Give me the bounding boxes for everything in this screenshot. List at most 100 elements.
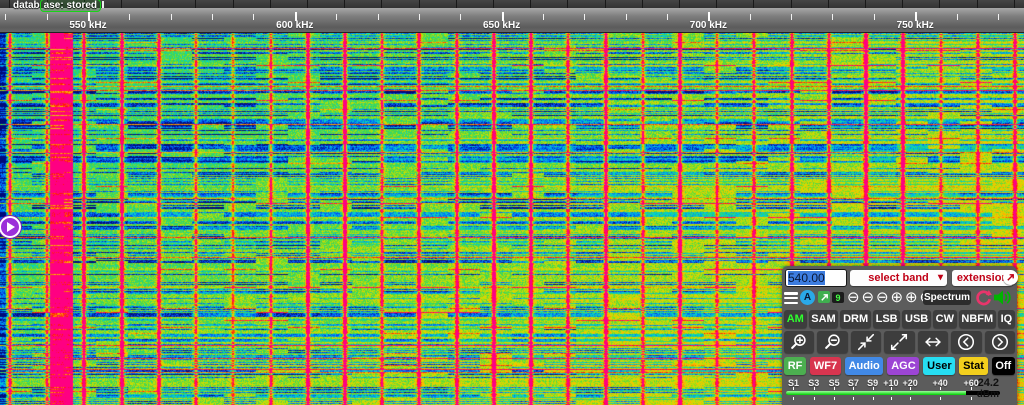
label-slot-divider [418,0,420,8]
database-status-label[interactable]: datab ase: stored [13,0,105,12]
s-meter-tick [834,397,836,400]
scale-minor-tick [253,14,255,20]
refresh-button[interactable] [975,289,992,311]
frequency-input[interactable]: 540.00 [785,269,847,287]
scale-frequency-label: 750 kHz [896,20,934,31]
s-meter-tick [910,397,912,400]
label-slot-divider [790,0,792,8]
scale-major-tick [915,12,918,21]
s-meter-tick [853,387,855,390]
zoom-to-band-button[interactable] [850,331,882,353]
s-meter-tick [971,387,973,390]
panel-row-smeter: -24.2 dBm S1 S3 S5 S7 S9 +10 +20 +40 +60 [782,377,1017,405]
tab-audio[interactable]: Audio [844,357,884,375]
s-meter-bar [786,391,966,395]
label-slot-divider [83,0,85,8]
label-slot-divider [679,0,680,8]
s-meter-tick [940,387,942,390]
arrow-up-right-icon [820,293,828,301]
mode-button-drm[interactable]: DRM [840,310,871,328]
menu-icon[interactable] [784,292,798,304]
panel-row-zoom [782,331,1017,353]
tab-wf7[interactable]: WF7 [810,357,841,375]
extension-select[interactable]: extension [952,270,1013,286]
spectrum-button[interactable]: Spectrum [923,290,971,305]
widen-passband-button[interactable] [917,331,949,353]
chevron-down-icon: ▾ [937,272,943,283]
tab-rf[interactable]: RF [784,357,807,375]
label-slot-divider [716,0,718,8]
s-meter-tick [971,397,973,400]
scale-minor-tick [46,14,48,20]
mode-button-lsb[interactable]: LSB [872,310,901,328]
band-select[interactable]: select band ▾ [850,270,947,286]
zoom-level-indicator: 9 [832,292,844,303]
s-meter-tick [872,387,874,390]
label-slot-divider [976,0,978,8]
scale-minor-tick [997,14,999,20]
shift-right-button[interactable] [984,331,1015,353]
s-meter-scale-label: S7 [847,378,859,388]
scale-frequency-label: 700 kHz [689,20,728,31]
wf-auto-minus-button[interactable]: ⊖ [875,289,889,306]
tab-stat[interactable]: Stat [959,357,988,375]
scale-minor-tick [791,14,793,20]
mode-button-sam[interactable]: SAM [808,310,839,328]
tab-off[interactable]: Off [991,357,1015,375]
wf-min-button[interactable]: ⊖ [846,289,860,306]
label-slot-divider [865,0,866,8]
mode-button-usb[interactable]: USB [902,310,931,328]
wf-minus-button[interactable]: ⊖ [861,289,875,306]
scale-major-tick [294,12,297,21]
scale-minor-tick [667,14,669,20]
band-select-label: select band [868,272,929,284]
mode-button-cw[interactable]: CW [932,310,957,328]
open-control-panel-button[interactable] [0,216,21,238]
wf-autoscale-button[interactable] [818,291,830,303]
widen-passband-icon [924,337,941,347]
mode-button-nbfm[interactable]: NBFM [958,310,996,328]
tab-user[interactable]: User [923,357,956,375]
scale-minor-tick [625,14,627,20]
scale-frequency-label: 550 kHz [69,20,107,31]
scale-minor-tick [584,14,586,20]
s-meter-scale-label: +20 [902,378,918,388]
mode-button-am[interactable]: AM [784,310,807,328]
status-text-highlighted: ase: stored [39,0,102,12]
mute-button[interactable] [993,289,1013,311]
wf-gain-buttons: ⊖⊖⊖⊕⊕⊕ [846,288,933,307]
label-slot-divider [158,0,160,8]
label-slot-divider [902,0,904,8]
tab-agc[interactable]: AGC [887,357,920,375]
s-meter-scale-label: S1 [787,378,799,388]
zoom-in-button[interactable] [784,331,815,353]
scale-minor-tick [129,14,131,20]
scale-minor-tick [170,14,172,20]
s-meter-scale-label: +40 [932,378,948,388]
scale-major-tick [501,12,504,21]
extension-help-button[interactable] [1003,270,1018,285]
panel-row-modes: AM SAM DRM LSB USB CW NBFM IQ [782,310,1017,328]
scale-frequency-label: 600 kHz [276,20,314,31]
label-slot-divider [827,0,829,8]
scale-minor-tick [749,14,751,20]
label-slot-divider [753,0,755,8]
mode-button-iq[interactable]: IQ [997,310,1015,328]
label-slot-divider [1013,0,1015,8]
scale-frequency-label: 650 kHz [482,20,521,31]
aperture-button[interactable]: A [800,290,815,305]
scale-minor-tick [212,14,214,20]
frequency-scale[interactable]: 550 kHz 600 kHz 650 kHz 700 kHz 750 kHz [0,8,1024,33]
label-slot-divider [641,0,643,8]
speaker-icon [994,290,1011,305]
shift-left-button[interactable] [951,331,982,353]
wf-plus-button[interactable]: ⊕ [904,289,918,306]
zoom-max-out-button[interactable] [884,331,915,353]
wf-auto-plus-button[interactable]: ⊕ [890,289,904,306]
s-meter-tick [793,387,795,390]
zoom-out-button[interactable] [817,331,848,353]
s-meter-scale-label: S5 [828,378,840,388]
label-slot-divider [9,0,11,8]
panel-row-frequency: 540.00 select band ▾ extension [782,269,1018,288]
zoom-max-out-icon [891,333,908,351]
